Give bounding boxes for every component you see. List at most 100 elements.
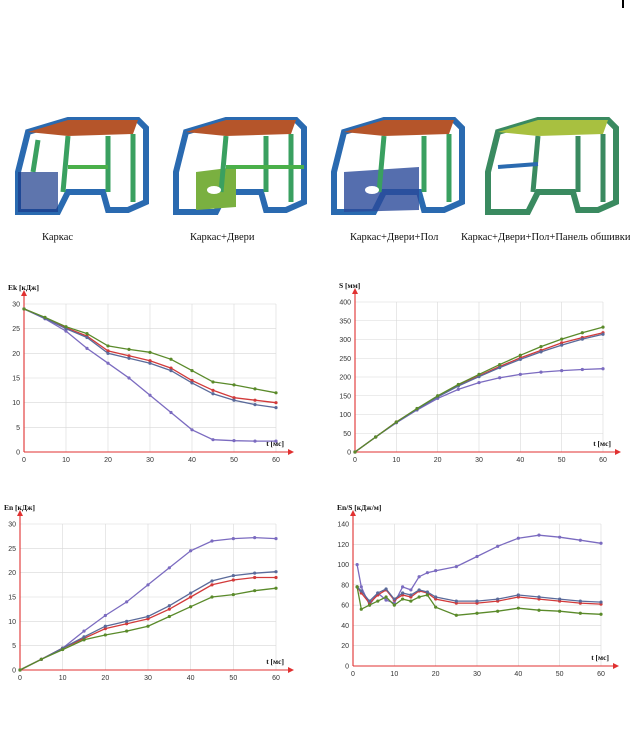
data-point-green <box>61 647 65 652</box>
chart-kinetic-energy: 0 5 10 15 20 25 30 0 10 20 30 40 50 60 Ek [кДж] t [мс] <box>0 282 315 522</box>
data-point-steel <box>82 635 86 639</box>
data-point-green <box>125 629 129 633</box>
data-point-green <box>601 325 605 329</box>
y-tick-label: 100 <box>339 412 351 419</box>
data-point-red <box>210 583 214 587</box>
data-point-green <box>367 603 372 607</box>
data-point-green <box>417 595 421 599</box>
data-point-green <box>539 345 543 349</box>
y-tick-label: 25 <box>12 326 20 333</box>
data-point-green <box>274 586 278 590</box>
data-point-green <box>454 613 458 617</box>
data-point-purple <box>274 537 278 541</box>
data-point-purple <box>169 410 173 415</box>
y-tick-label: 60 <box>341 603 349 610</box>
data-point-steel <box>599 600 603 604</box>
y-tick-label: 0 <box>16 450 20 457</box>
data-point-green <box>560 337 564 341</box>
data-point-steel <box>518 357 522 361</box>
x-axis-label: t [мс] <box>591 653 609 662</box>
caption-frame: Каркас <box>42 232 74 243</box>
data-point-green <box>210 595 214 599</box>
data-point-green <box>401 597 405 601</box>
data-point-purple <box>167 566 171 570</box>
y-tick-label: 0 <box>12 668 16 675</box>
data-point-green <box>374 435 378 439</box>
data-point-steel <box>232 398 236 402</box>
x-tick-label: 40 <box>516 457 524 462</box>
data-point-steel <box>498 366 502 370</box>
data-point-steel <box>274 570 278 574</box>
chart-displacement: 0 50 100 150 200 250 300 350 400 0 10 20 30 40 50 60 S [… <box>315 282 630 522</box>
data-point-purple <box>498 376 502 380</box>
data-point-purple <box>580 367 584 372</box>
data-point-green <box>167 614 171 619</box>
data-point-green <box>359 607 363 611</box>
y-tick-label: 20 <box>8 570 16 577</box>
data-point-steel <box>392 597 396 601</box>
data-point-steel <box>601 332 605 336</box>
data-point-purple <box>253 536 257 540</box>
model-thumbnail-frame <box>8 112 156 222</box>
x-tick-label: 10 <box>390 671 398 678</box>
y-tick-label: 0 <box>347 450 351 457</box>
y-tick-label: 10 <box>8 619 16 626</box>
y-tick-label: 10 <box>12 400 20 407</box>
x-tick-label: 0 <box>351 671 355 678</box>
x-tick-label: 0 <box>353 457 357 462</box>
y-tick-label: 15 <box>12 376 20 383</box>
data-point-green <box>253 387 257 391</box>
data-point-green <box>148 350 152 354</box>
data-point-steel <box>127 356 131 360</box>
data-point-green <box>353 450 357 454</box>
data-point-green <box>103 633 107 637</box>
x-tick-label: 60 <box>272 675 280 682</box>
data-point-steel <box>475 599 479 603</box>
y-axis-label: En/S [кДж/м] <box>337 503 381 512</box>
data-point-red <box>169 366 173 370</box>
x-tick-label: 10 <box>62 457 70 462</box>
data-point-green <box>394 420 398 424</box>
data-point-steel <box>560 343 564 347</box>
data-point-purple <box>125 600 129 604</box>
data-point-red <box>189 595 193 599</box>
x-tick-label: 60 <box>272 457 280 462</box>
data-point-purple <box>253 439 257 443</box>
caption-frame-doors: Каркас+Двери <box>190 232 255 243</box>
data-point-green <box>384 595 388 599</box>
data-point-green <box>106 344 110 348</box>
y-axis-arrow <box>21 290 27 296</box>
data-point-steel <box>169 369 173 373</box>
data-point-green <box>518 353 522 357</box>
y-tick-label: 20 <box>12 351 20 358</box>
y-tick-label: 15 <box>8 595 16 602</box>
y-axis-arrow <box>352 288 358 294</box>
caption-frame-doors-floor-panel: Каркас+Двери+Пол+Панель обшивки <box>461 232 630 243</box>
data-point-purple <box>106 361 110 365</box>
data-point-steel <box>103 624 107 628</box>
data-point-purple <box>359 585 363 589</box>
data-point-green <box>425 593 429 597</box>
data-point-steel <box>359 589 363 593</box>
data-point-purple <box>578 538 582 542</box>
corner-mark <box>622 0 624 8</box>
y-tick-label: 80 <box>341 582 349 589</box>
x-tick-label: 20 <box>101 675 109 682</box>
y-tick-label: 40 <box>341 623 349 630</box>
data-point-green <box>274 391 278 395</box>
data-point-steel <box>125 619 129 623</box>
x-axis-label: t [мс] <box>593 439 611 448</box>
y-tick-label: 120 <box>337 542 349 549</box>
data-point-purple <box>211 438 215 442</box>
data-point-purple <box>384 598 388 602</box>
x-tick-label: 50 <box>230 457 238 462</box>
data-point-green <box>599 612 603 616</box>
data-point-purple <box>601 367 605 371</box>
data-point-green <box>376 599 380 603</box>
data-point-steel <box>148 361 152 365</box>
data-point-steel <box>434 595 438 599</box>
data-point-purple <box>64 329 68 333</box>
x-tick-label: 30 <box>473 671 481 678</box>
data-point-green <box>82 638 86 642</box>
data-point-steel <box>516 593 520 597</box>
